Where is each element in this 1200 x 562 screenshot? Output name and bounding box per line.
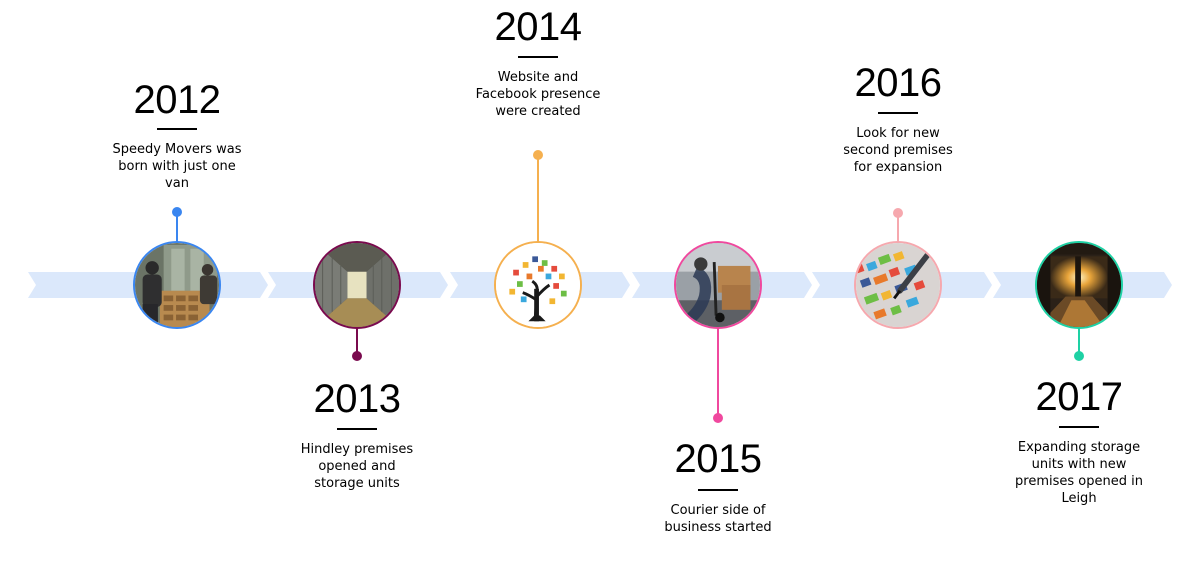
milestone-description: Speedy Movers was born with just one van: [112, 142, 242, 191]
milestone-description: Hindley premises opened and storage unit…: [300, 442, 414, 491]
milestone-year: 2017: [1035, 375, 1123, 419]
social-media-tree-icon: [494, 241, 582, 329]
marketing-pen-icon: [854, 241, 942, 329]
connector-dot: [352, 351, 362, 361]
milestone-2013: 2013 Hindley premises opened and storage…: [301, 0, 413, 562]
year-underline: [518, 56, 558, 58]
milestone-2014: 2014 Website and Facebook presence were …: [476, 0, 600, 562]
milestone-2016: 2016 Look for new second premises for ex…: [843, 0, 953, 562]
year-underline: [1059, 426, 1099, 428]
connector-line: [717, 328, 719, 418]
milestone-2012: 2012 Speedy Movers was born with just on…: [112, 0, 242, 562]
connector-dot: [713, 413, 723, 423]
warehouse-sunlight-icon: [1035, 241, 1123, 329]
connector-line: [1078, 328, 1080, 356]
milestone-year: 2015: [674, 437, 762, 481]
connector-line: [897, 213, 899, 242]
year-underline: [698, 489, 738, 491]
connector-line: [176, 212, 178, 242]
year-underline: [337, 428, 377, 430]
milestone-description: Look for new second premises for expansi…: [843, 126, 953, 175]
milestone-2017: 2017 Expanding storage units with new pr…: [1015, 0, 1143, 562]
connector-line: [356, 328, 358, 356]
milestone-year: 2016: [854, 61, 942, 105]
milestone-description: Courier side of business started: [664, 503, 772, 535]
milestone-description: Website and Facebook presence were creat…: [475, 70, 601, 119]
milestone-2015: 2015 Courier side of business started: [664, 0, 772, 562]
year-underline: [878, 112, 918, 114]
man-moving-furniture-icon: [133, 241, 221, 329]
year-underline: [157, 128, 197, 130]
courier-trolley-icon: [674, 241, 762, 329]
milestone-year: 2013: [313, 377, 401, 421]
connector-line: [537, 155, 539, 242]
storage-corridor-icon: [313, 241, 401, 329]
milestone-year: 2012: [133, 78, 221, 122]
milestone-description: Expanding storage units with new premise…: [1015, 440, 1143, 506]
connector-dot: [1074, 351, 1084, 361]
milestone-year: 2014: [494, 5, 582, 49]
